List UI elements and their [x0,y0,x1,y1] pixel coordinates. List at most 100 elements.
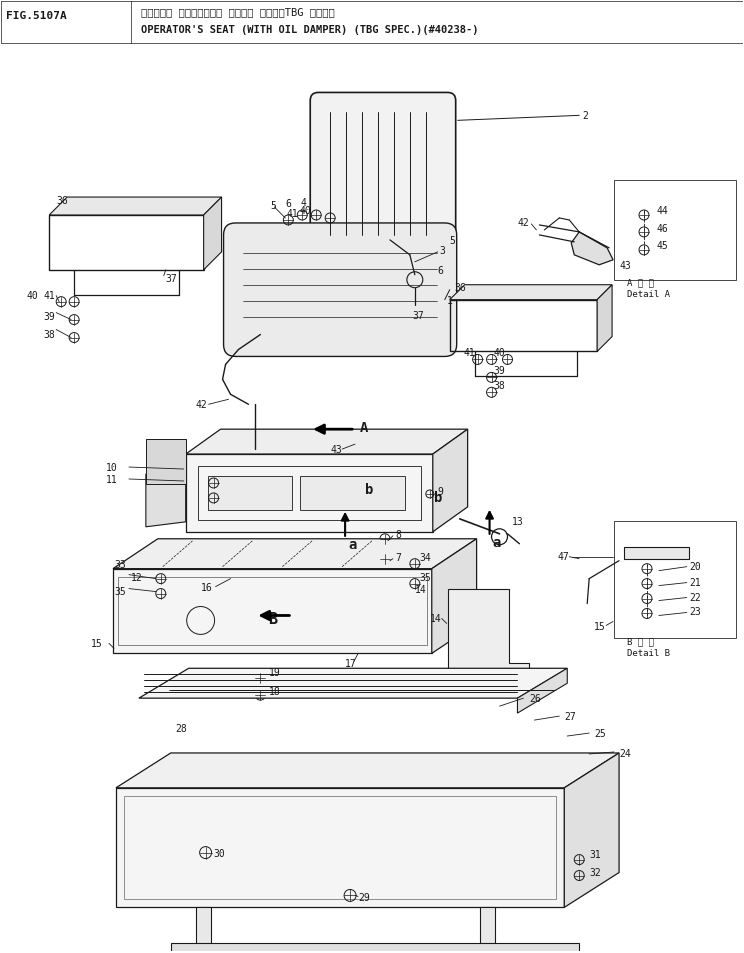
Bar [198,467,421,520]
Text: 44: 44 [657,206,669,215]
Polygon shape [49,198,222,215]
Text: 37: 37 [413,311,425,320]
Text: 30: 30 [214,848,225,858]
Text: 33: 33 [114,559,126,569]
Text: 5: 5 [270,201,276,211]
Bar [449,300,597,352]
Text: 15: 15 [91,639,103,649]
Polygon shape [571,233,613,266]
Text: 27: 27 [564,711,576,721]
Text: 4: 4 [301,198,306,208]
Text: 22: 22 [689,592,701,602]
Text: 13: 13 [511,517,523,526]
Bar [480,907,495,953]
Text: オペレータ シート（オイル ダンパー ツキ）（TBG ショウ）: オペレータ シート（オイル ダンパー ツキ）（TBG ショウ） [141,7,335,17]
Text: 36: 36 [57,195,68,206]
Bar [196,907,211,953]
Text: FIG.5107A: FIG.5107A [7,10,67,21]
Bar [116,788,564,907]
Text: 3: 3 [440,246,446,255]
Text: 40: 40 [26,291,38,300]
Text: 14: 14 [415,584,426,594]
Bar [301,476,405,511]
Text: Detail A: Detail A [627,290,670,299]
Bar [614,521,736,639]
Bar [624,547,689,559]
Text: 39: 39 [43,312,55,321]
Text: 38: 38 [43,329,55,339]
Text: 31: 31 [589,849,601,859]
Bar [146,439,186,484]
Text: 14: 14 [430,614,441,624]
Polygon shape [204,198,222,271]
Text: 23: 23 [689,607,701,617]
Text: A 詳 細: A 詳 細 [627,278,654,287]
Text: 32: 32 [589,866,601,877]
Text: 9: 9 [437,486,443,497]
Text: 35: 35 [420,572,432,582]
Text: b: b [434,491,442,504]
Text: 7: 7 [395,552,401,562]
Text: 34: 34 [420,552,432,562]
Polygon shape [433,430,468,532]
Text: 39: 39 [493,366,505,376]
Text: 41: 41 [464,348,475,358]
Polygon shape [448,589,530,679]
Text: 38: 38 [493,381,505,391]
Text: 17: 17 [345,659,357,669]
Bar [118,577,427,646]
Text: 11: 11 [106,475,118,484]
Text: 42: 42 [196,400,208,410]
Text: 2: 2 [583,112,588,121]
Text: 19: 19 [269,667,280,678]
Text: 41: 41 [43,291,55,300]
Text: 43: 43 [619,260,631,271]
Polygon shape [564,753,619,907]
Text: 40: 40 [299,206,311,215]
Text: 36: 36 [455,282,466,293]
Text: 41: 41 [286,209,298,219]
Text: 25: 25 [594,728,606,739]
Polygon shape [113,539,477,569]
Text: b: b [365,482,373,497]
Text: 1: 1 [446,295,452,305]
Text: 47: 47 [557,551,569,561]
Text: 8: 8 [395,529,401,539]
Polygon shape [449,285,612,300]
Text: 15: 15 [594,621,606,632]
FancyBboxPatch shape [310,93,455,253]
Text: Detail B: Detail B [627,648,670,658]
Text: 46: 46 [657,224,669,233]
Text: 35: 35 [114,586,126,596]
FancyBboxPatch shape [223,224,457,357]
Polygon shape [116,753,619,788]
Text: 29: 29 [358,892,370,902]
Text: 42: 42 [518,217,529,228]
Bar [186,455,433,532]
Text: 18: 18 [269,686,280,697]
Text: B: B [269,611,278,626]
Polygon shape [139,669,567,699]
Bar [124,796,557,900]
Text: 20: 20 [689,561,701,571]
Bar [49,215,204,271]
Bar [614,181,736,280]
Text: 21: 21 [689,577,701,587]
Text: a: a [493,536,501,549]
Text: 45: 45 [657,240,669,251]
Text: B 詳 細: B 詳 細 [627,637,654,645]
Text: OPERATOR'S SEAT (WITH OIL DAMPER) (TBG SPEC.)(#40238-): OPERATOR'S SEAT (WITH OIL DAMPER) (TBG S… [141,25,478,34]
Bar [171,943,580,953]
Polygon shape [518,669,567,714]
Polygon shape [146,464,186,527]
Text: 10: 10 [106,462,118,473]
Polygon shape [597,285,612,352]
Text: 37: 37 [166,274,178,283]
Text: 28: 28 [176,723,187,733]
Text: 12: 12 [131,572,143,582]
Text: 24: 24 [619,748,631,759]
Text: 40: 40 [493,348,505,358]
Text: 5: 5 [449,235,455,246]
Bar [208,476,292,511]
Text: 6: 6 [437,266,443,275]
